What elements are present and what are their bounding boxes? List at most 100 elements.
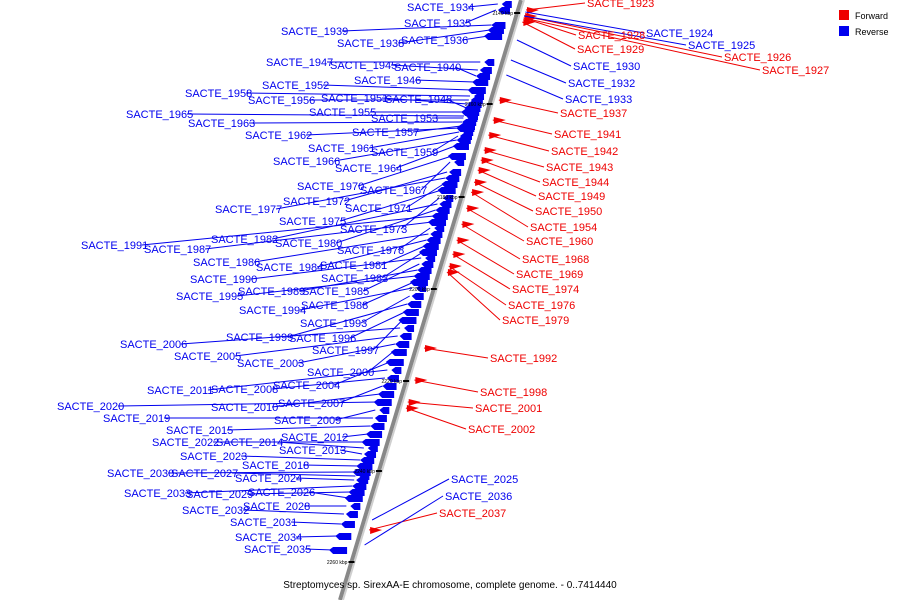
reverse-gene-arrow: [402, 309, 419, 316]
reverse-gene-arrow: [413, 273, 430, 280]
scale-tick-label: 2260 kbp: [327, 560, 348, 566]
reverse-gene-label: SACTE_1956: [248, 95, 315, 107]
reverse-gene-label-leader: [308, 491, 349, 499]
reverse-gene-label-leader: [362, 263, 420, 292]
reverse-gene-label: SACTE_2004: [273, 380, 340, 392]
reverse-gene-arrow: [344, 495, 363, 502]
reverse-gene-label-leader: [381, 251, 424, 279]
reverse-gene-label-leader: [271, 377, 386, 390]
reverse-gene-label: SACTE_1996: [289, 333, 356, 345]
reverse-gene-arrow: [386, 375, 399, 382]
forward-gene-arrow: [526, 7, 539, 14]
reverse-gene-arrow: [370, 423, 385, 430]
reverse-gene-label: SACTE_2013: [279, 445, 346, 457]
reverse-gene-label: SACTE_2024: [235, 473, 302, 485]
reverse-gene-label-leader: [361, 281, 415, 306]
reverse-gene-arrow: [356, 463, 373, 470]
reverse-gene-label-leader: [339, 449, 363, 455]
reverse-gene-arrow: [409, 279, 428, 286]
reverse-gene-label: SACTE_1973: [340, 224, 407, 236]
forward-gene-arrow: [462, 221, 475, 228]
reverse-gene-arrow: [421, 261, 434, 268]
reverse-gene-label: SACTE_2022: [152, 437, 219, 449]
reverse-gene-arrow: [452, 143, 469, 150]
reverse-gene-label: SACTE_1938: [337, 38, 404, 50]
reverse-gene-label: SACTE_2008: [211, 384, 278, 396]
reverse-gene-label: SACTE_1972: [283, 196, 350, 208]
reverse-gene-arrow: [360, 457, 375, 464]
legend-forward-label: Forward: [855, 11, 888, 21]
reverse-gene-label: SACTE_2029: [186, 489, 253, 501]
reverse-gene-label-leader: [395, 145, 456, 169]
scale-tick-mark: [403, 380, 410, 382]
reverse-gene-label-leader: [253, 233, 429, 263]
reverse-gene-arrow: [378, 391, 395, 398]
reverse-gene-label: SACTE_1975: [279, 216, 346, 228]
reverse-gene-label-right: SACTE_1933: [565, 94, 632, 106]
reverse-gene-label: SACTE_1978: [337, 245, 404, 257]
forward-gene-label-leader: [525, 2, 586, 11]
reverse-gene-label-right-leader: [516, 39, 572, 67]
reverse-gene-label-right: SACTE_1925: [688, 40, 755, 52]
reverse-gene-arrow: [361, 439, 380, 446]
reverse-gene-label-leader: [333, 361, 390, 386]
scale-tick-label: 2140 kbp: [493, 11, 514, 17]
reverse-gene-label: SACTE_1963: [188, 118, 255, 130]
reverse-gene-arrow: [445, 175, 460, 182]
reverse-gene-arrow: [391, 367, 402, 374]
reverse-gene-label-leader: [167, 471, 357, 474]
forward-gene-label-leader: [466, 207, 525, 242]
reverse-gene-label: SACTE_2014: [216, 437, 283, 449]
reverse-gene-arrow: [430, 231, 443, 238]
reverse-gene-label-leader: [420, 161, 451, 191]
forward-gene-label: SACTE_1998: [480, 387, 547, 399]
reverse-gene-label: SACTE_2012: [281, 432, 348, 444]
reverse-gene-label-leader: [445, 98, 467, 109]
reverse-gene-label-leader: [367, 351, 394, 373]
forward-gene-label-leader: [405, 407, 467, 430]
reverse-gene-label-leader: [305, 127, 461, 136]
reverse-gene-label: SACTE_1990: [190, 274, 257, 286]
scale-tick-mark: [375, 470, 382, 472]
reverse-gene-label-leader: [338, 385, 383, 404]
reverse-gene-arrow: [404, 325, 415, 332]
scale-tick-mark: [514, 12, 521, 14]
reverse-gene-arrow: [373, 399, 392, 406]
reverse-gene-label-leader: [360, 295, 410, 324]
forward-gene-label: SACTE_1927: [762, 65, 829, 77]
forward-gene-arrow: [449, 263, 462, 270]
reverse-gene-arrow: [426, 237, 441, 244]
reverse-gene-label: SACTE_1989: [238, 286, 305, 298]
reverse-gene-label: SACTE_1999: [226, 332, 293, 344]
reverse-gene-label-leader: [381, 97, 468, 105]
reverse-gene-label: SACTE_2030: [107, 468, 174, 480]
reverse-gene-label: SACTE_1939: [281, 26, 348, 38]
reverse-gene-label-leader: [299, 287, 413, 311]
reverse-gene-label-leader: [397, 29, 491, 44]
reverse-gene-label: SACTE_1935: [404, 18, 471, 30]
reverse-gene-label-right-leader: [525, 11, 645, 34]
reverse-gene-arrow: [417, 267, 432, 274]
reverse-gene-label: SACTE_1982: [211, 234, 278, 246]
forward-gene-label: SACTE_1941: [554, 129, 621, 141]
reverse-gene-label: SACTE_2032: [182, 505, 249, 517]
reverse-gene-label: SACTE_2003: [237, 358, 304, 370]
reverse-gene-arrow: [366, 431, 383, 438]
reverse-gene-label-leader: [245, 92, 471, 97]
reverse-gene-label: SACTE_1977: [215, 204, 282, 216]
forward-gene-label: SACTE_2037: [439, 508, 506, 520]
reverse-gene-label-leader: [204, 221, 433, 250]
reverse-gene-arrow: [411, 293, 424, 300]
reverse-gene-label: SACTE_1959: [371, 147, 438, 159]
forward-gene-label: SACTE_1929: [577, 44, 644, 56]
reverse-gene-label-leader: [246, 491, 351, 495]
forward-gene-label-leader: [470, 191, 529, 228]
reverse-gene-label: SACTE_1962: [245, 130, 312, 142]
reverse-gene-arrow: [340, 521, 355, 528]
reverse-gene-label-leader: [400, 197, 440, 230]
reverse-gene-label: SACTE_1961: [308, 143, 375, 155]
reverse-gene-label-leader: [180, 327, 401, 345]
reverse-gene-arrow: [431, 213, 448, 220]
reverse-gene-label-leader: [467, 3, 498, 8]
reverse-gene-arrow: [501, 1, 512, 8]
